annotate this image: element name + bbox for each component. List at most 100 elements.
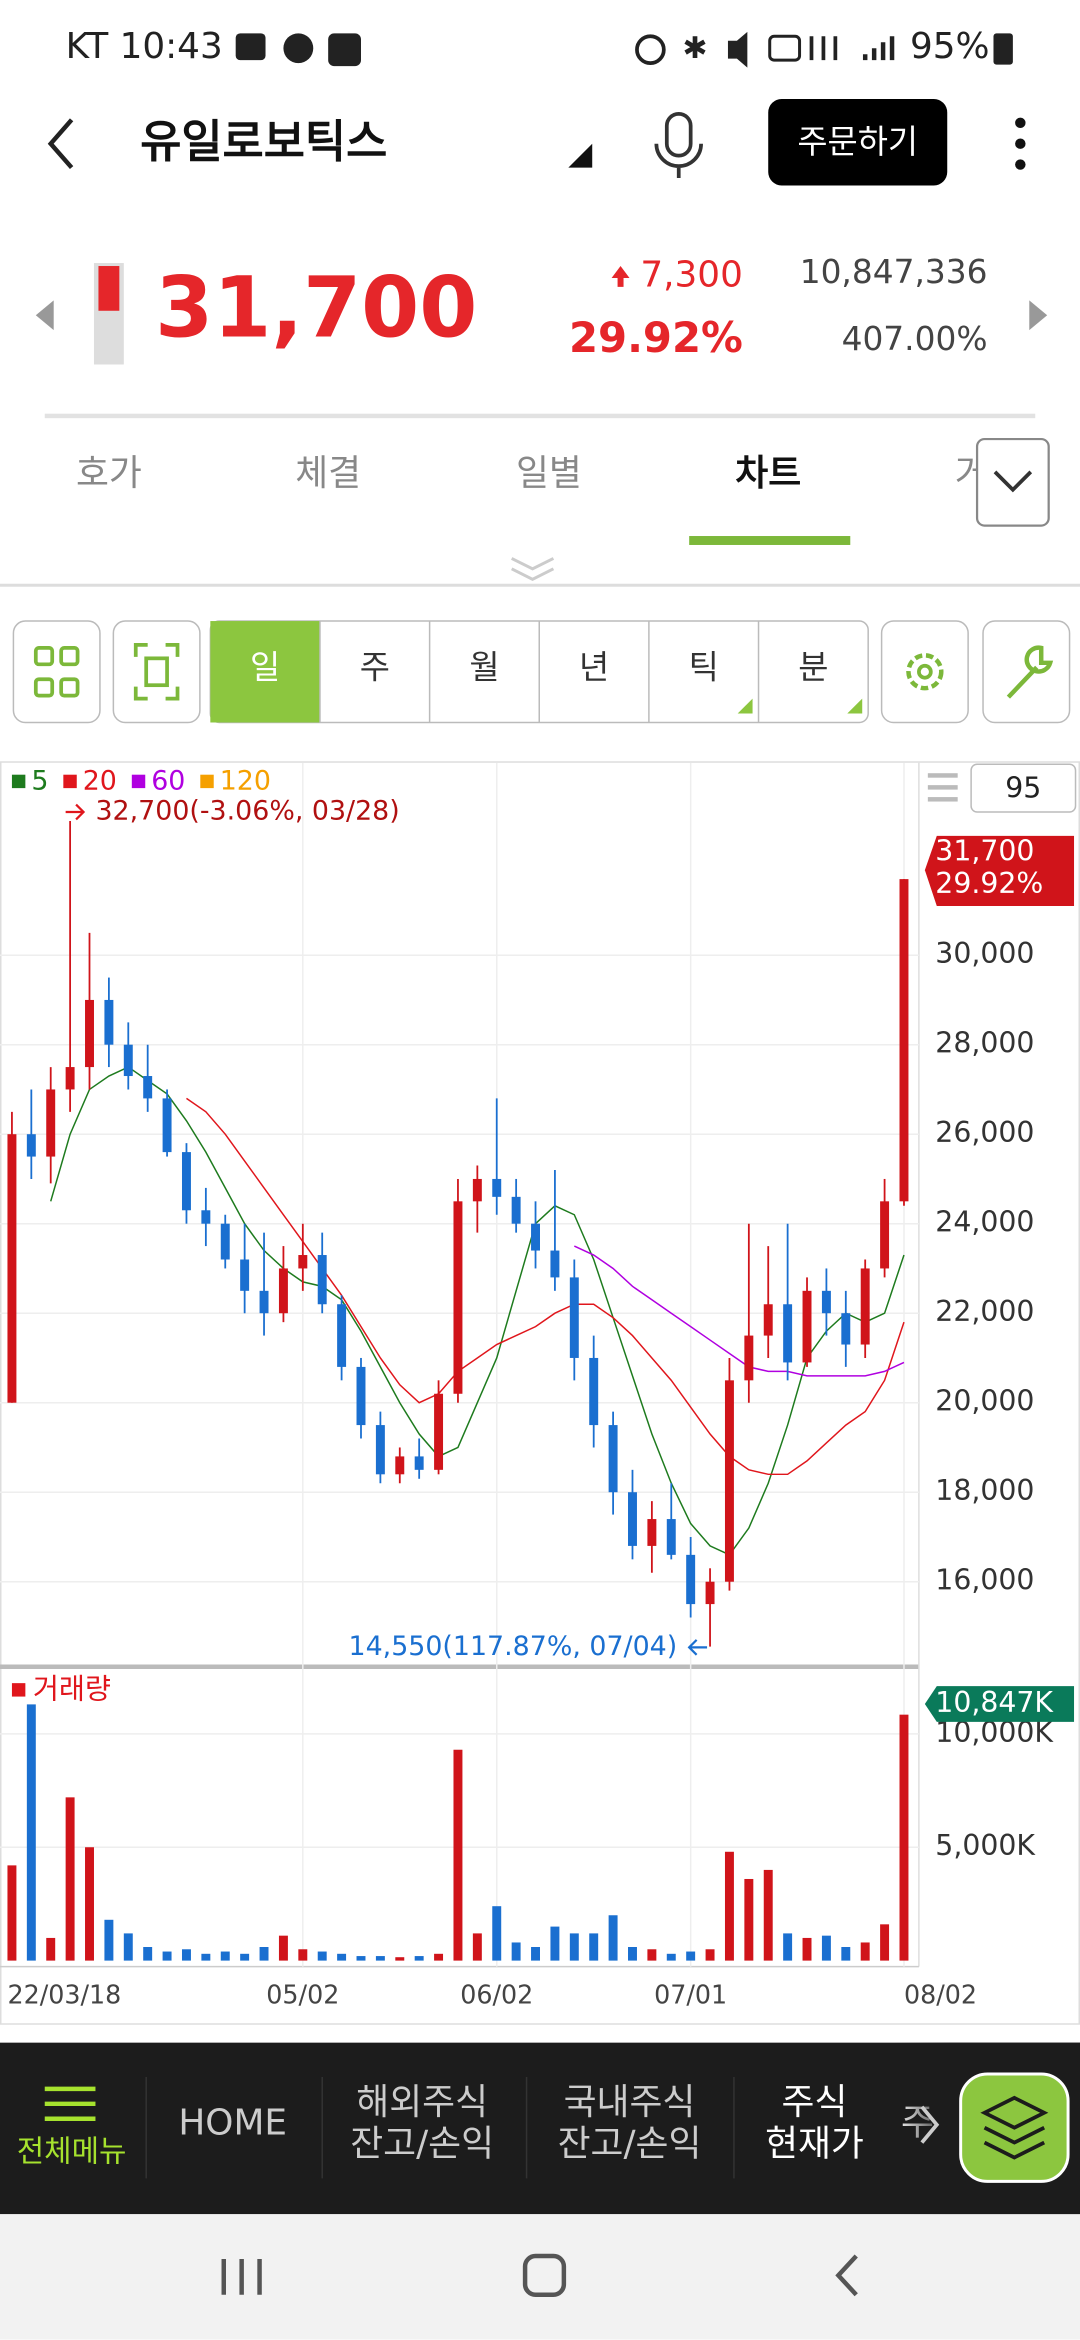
order-button[interactable]	[768, 98, 948, 186]
high-note: 32,700(-3.06%, 03/28)	[95, 795, 399, 826]
volume-bar	[724, 1851, 734, 1961]
back-button[interactable]	[47, 118, 74, 170]
mic-button[interactable]	[654, 112, 703, 179]
low-note: 14,550(117.87%, 07/04)	[349, 1631, 678, 1662]
nav-item[interactable]: 주식	[782, 2082, 848, 2123]
period-button[interactable]: 주	[360, 648, 390, 686]
price-tag-rate: 29.92%	[935, 867, 1043, 900]
nav-scroll[interactable]	[920, 2105, 940, 2144]
candle-body	[240, 1259, 250, 1291]
expand-chevron[interactable]	[510, 557, 555, 581]
candle-body	[628, 1492, 637, 1546]
settings-icon	[917, 663, 933, 680]
high-arrow	[65, 803, 86, 821]
ma-line	[573, 1245, 905, 1377]
period-submenu	[847, 698, 863, 714]
candle-body	[85, 999, 94, 1068]
candle-body	[46, 1089, 56, 1157]
y-tick-label: 26,000	[935, 1116, 1034, 1149]
volume-bar	[356, 1956, 366, 1961]
back-system[interactable]	[835, 2254, 858, 2297]
volume-title: 거래량	[33, 1673, 111, 1706]
menu-icon[interactable]	[44, 2086, 96, 2121]
volume-tag-label: 10,847K	[935, 1686, 1054, 1719]
recent-apps[interactable]	[221, 2258, 262, 2295]
y-tick-label: 16,000	[935, 1564, 1034, 1597]
period-button[interactable]: 틱	[689, 648, 719, 686]
volume-bar	[395, 1957, 405, 1961]
period-selected	[210, 621, 320, 723]
y-tick-label: 30,000	[935, 937, 1034, 970]
change-rate: 29.92%	[569, 313, 743, 362]
chart-menu[interactable]	[927, 773, 958, 802]
prev-stock[interactable]	[35, 300, 54, 331]
legend-label: 20	[83, 766, 117, 797]
y-tick-label: 28,000	[935, 1027, 1034, 1060]
volume-bar	[821, 1935, 831, 1961]
home-button[interactable]	[522, 2253, 567, 2297]
tab[interactable]: 일별	[516, 453, 582, 494]
tools-button[interactable]	[982, 620, 1071, 724]
nav-item[interactable]: 잔고/손익	[558, 2124, 702, 2165]
volume-bar	[589, 1933, 599, 1961]
settings-button[interactable]	[880, 620, 969, 724]
candle-body	[666, 1519, 676, 1555]
nav-item[interactable]: 현재가	[765, 2124, 864, 2165]
volume-bar	[181, 1949, 191, 1961]
legend-swatch	[11, 1683, 26, 1697]
volume-bar	[201, 1953, 211, 1961]
candle-body	[860, 1268, 870, 1345]
candle-body	[569, 1277, 579, 1358]
candle-body	[550, 1250, 560, 1278]
fullscreen-button[interactable]	[112, 620, 201, 724]
candle-body	[608, 1425, 618, 1493]
more-button[interactable]	[1015, 117, 1026, 170]
candle-body	[802, 1290, 812, 1363]
candle-body	[356, 1366, 366, 1426]
period-button[interactable]: 년	[579, 648, 609, 686]
candle-body	[220, 1223, 230, 1260]
period-button[interactable]: 분	[798, 648, 828, 686]
candle-body	[104, 999, 114, 1045]
volume-bar	[278, 1935, 288, 1961]
volume-bar	[298, 1949, 308, 1961]
next-stock[interactable]	[1029, 300, 1048, 331]
nav-item[interactable]: 국내주식	[564, 2082, 696, 2123]
candle-body	[337, 1304, 347, 1367]
layout-button[interactable]	[12, 620, 101, 724]
candle-body	[7, 1134, 17, 1403]
app-icon	[283, 33, 314, 64]
period-button[interactable]: 월	[469, 648, 499, 686]
up-arrow	[611, 266, 630, 287]
legend-swatch	[200, 774, 214, 789]
app-icon	[328, 33, 361, 67]
price-tag-price: 31,700	[935, 834, 1034, 867]
tab[interactable]: 차트	[735, 453, 801, 494]
price-tag	[924, 835, 1075, 906]
candle-body	[395, 1456, 405, 1475]
period-box[interactable]	[970, 763, 1077, 813]
menu-label[interactable]: 전체메뉴	[17, 2135, 127, 2170]
tab[interactable]: 호가	[76, 453, 142, 494]
candle-body	[686, 1554, 696, 1605]
volume-bar	[686, 1951, 696, 1961]
legend-swatch	[131, 774, 146, 789]
tab-dropdown[interactable]	[975, 437, 1050, 527]
volume-bar	[880, 1924, 890, 1961]
volume-bar	[65, 1797, 75, 1961]
settings-icon	[906, 653, 944, 691]
tab[interactable]: 체결	[295, 453, 361, 494]
volume-bar	[802, 1937, 812, 1961]
dropdown-triangle[interactable]	[568, 143, 593, 168]
candle-body	[899, 879, 909, 1202]
candle-body	[841, 1313, 851, 1345]
period-button[interactable]: 일	[250, 648, 280, 686]
nav-item[interactable]: 해외주식	[356, 2082, 488, 2123]
nav-item[interactable]: 잔고/손익	[350, 2124, 494, 2165]
volume-bar	[7, 1865, 17, 1961]
candle-body	[375, 1425, 385, 1475]
nav-item[interactable]: HOME	[178, 2103, 287, 2144]
volume-bar	[434, 1953, 444, 1961]
volume-bar	[143, 1947, 153, 1961]
volume-bar	[550, 1926, 560, 1961]
